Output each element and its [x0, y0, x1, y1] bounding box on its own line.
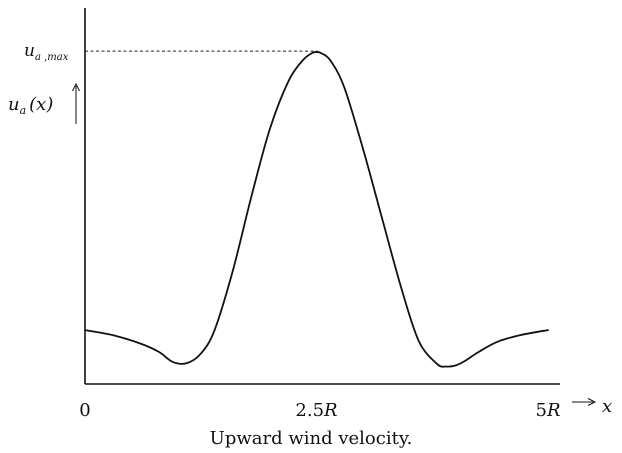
x-tick-label: 2.5R [295, 400, 337, 421]
y-label-arrowhead [72, 82, 80, 92]
x-axis-label: x [602, 396, 612, 417]
caption: Upward wind velocity. [210, 428, 413, 449]
x-tick-labels: 0 2.5R 5R [79, 400, 560, 421]
x-label-arrowhead [587, 398, 597, 406]
x-tick-label: 0 [79, 400, 90, 421]
series-line [84, 51, 549, 368]
x-tick-label: 5R [535, 400, 560, 421]
y-axis-label: ua (x) [8, 94, 53, 117]
ymax-label: ua ,max [24, 41, 69, 63]
